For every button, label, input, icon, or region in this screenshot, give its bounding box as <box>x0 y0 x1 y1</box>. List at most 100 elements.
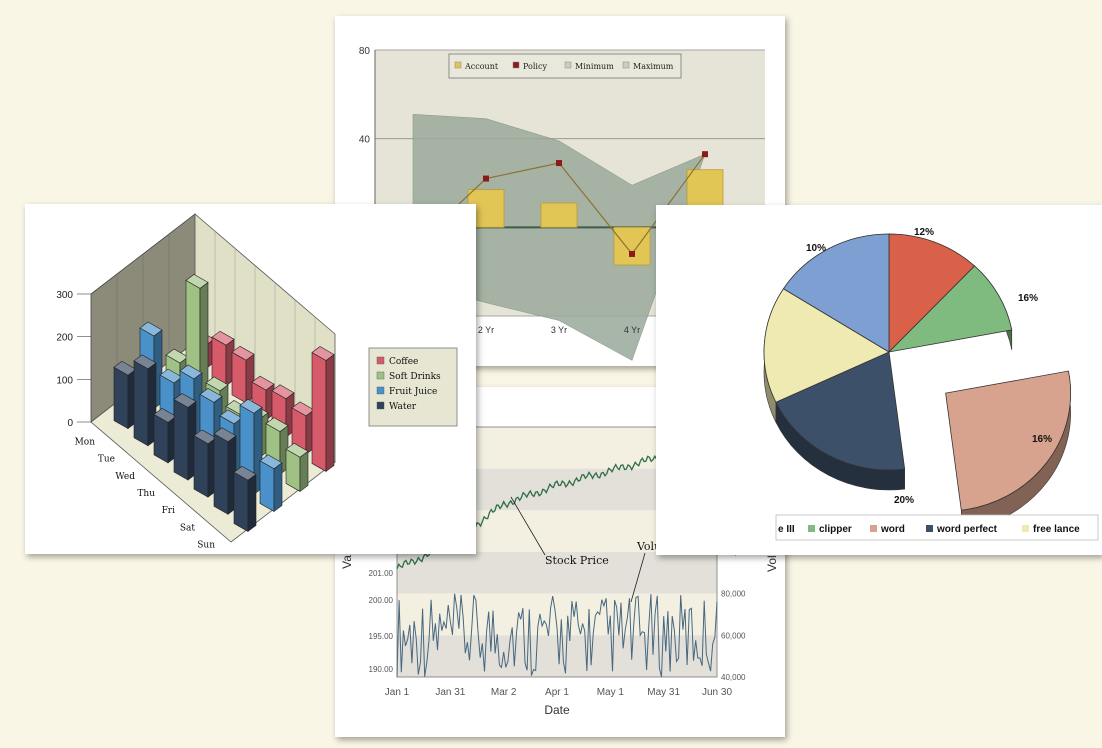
legend-label: Maximum <box>633 62 674 71</box>
x-tick-label: Jun 30 <box>702 687 732 698</box>
plot-band <box>397 635 717 677</box>
column-top <box>271 384 295 400</box>
y-tick-label: 300 <box>56 290 73 301</box>
column-front <box>233 471 249 532</box>
pie-chart-panel: 10% 12% 16% 16% 20% e III clipper word word perf… <box>656 205 1102 555</box>
legend-label: e III <box>778 524 795 535</box>
column-top <box>231 345 255 361</box>
legend-swatch <box>926 525 933 532</box>
legend-label: Soft Drinks <box>389 372 441 382</box>
column-front <box>231 351 247 404</box>
x-tick-label: Mar 2 <box>491 687 517 698</box>
legend-swatch <box>622 61 630 69</box>
column-front <box>193 435 209 498</box>
y-tick-label: 190.00 <box>369 665 394 674</box>
legend-label: word <box>880 524 905 535</box>
column-top <box>233 465 257 481</box>
column-top <box>205 376 229 392</box>
column-front <box>153 413 169 464</box>
column-top <box>239 398 263 414</box>
column-front <box>259 460 275 512</box>
3d-column-chart-panel: 300 200 100 0 Mon Tue Wed Thu Fri Sat Sun Coffee Sof… <box>25 204 476 554</box>
annotation-pointer <box>630 552 646 603</box>
legend-label: Account <box>464 62 499 71</box>
pie-data-label: 20% <box>894 495 914 506</box>
x-tick-label: Jan 1 <box>385 687 410 698</box>
column-front <box>173 398 189 481</box>
column-top <box>211 330 235 346</box>
legend-swatch <box>808 525 815 532</box>
plot-band <box>397 552 717 594</box>
legend-swatch <box>376 401 385 410</box>
bar-account <box>540 202 578 228</box>
column-top <box>185 274 209 289</box>
policy-point <box>556 160 562 167</box>
x-tick-label: Thu <box>137 489 155 499</box>
legend-swatch <box>564 61 572 69</box>
x-tick-label: Tue <box>98 455 115 465</box>
legend-label: Minimum <box>575 62 614 71</box>
x-tick-label: Jan 31 <box>435 687 465 698</box>
column-top <box>285 442 309 458</box>
pie-chart: 10% 12% 16% 16% 20% e III clipper word word perf… <box>763 227 1099 541</box>
y-tick-label: 100 <box>56 375 73 386</box>
column-top <box>259 454 283 470</box>
x-tick-label: Sun <box>197 540 215 550</box>
x-tick-label: May 1 <box>597 687 625 698</box>
y-tick-label: 200 <box>56 333 73 344</box>
pie-data-label: 12% <box>914 227 934 238</box>
annotation-stock-price: Stock Price <box>545 554 609 567</box>
y2-tick-label: 60,000 <box>721 631 746 640</box>
y-tick-label: 0 <box>67 418 73 429</box>
column-top <box>139 321 163 337</box>
legend-swatch <box>454 61 462 69</box>
x-tick-label: 2 Yr <box>478 325 494 335</box>
y-tick-label: 195.00 <box>369 632 394 641</box>
policy-point <box>702 151 708 158</box>
legend-swatch <box>1022 525 1029 532</box>
legend-label: free lance <box>1033 524 1080 535</box>
legend-swatch <box>376 386 385 395</box>
annotation-pointer <box>510 496 546 556</box>
legend-swatch <box>376 356 385 365</box>
x-tick-label: Sat <box>180 523 196 533</box>
pie-slice <box>888 233 976 353</box>
column-top <box>173 393 197 408</box>
legend-label: clipper <box>819 524 852 535</box>
policy-point <box>629 250 635 257</box>
x-tick-label: Apr 1 <box>545 687 569 698</box>
legend-box <box>775 514 1099 541</box>
bar-account <box>613 226 651 266</box>
legend-label: Fruit Juice <box>389 387 437 397</box>
combo-chart-panel: 804002 Yr3 Yr4 YrAccountPolicyMinimumMax… <box>335 16 785 366</box>
column-side <box>299 450 309 493</box>
column-top <box>213 427 237 443</box>
x-tick-label: Fri <box>162 506 176 516</box>
volume-line <box>396 593 718 678</box>
column-top <box>265 417 289 432</box>
pie-data-label: 16% <box>1018 293 1038 304</box>
pie-data-label: 10% <box>806 243 826 254</box>
x-tick-label: Wed <box>115 472 135 482</box>
column-side <box>273 462 283 513</box>
legend-label: Policy <box>523 62 547 71</box>
pie-slice <box>945 370 1071 511</box>
column-front <box>113 366 129 430</box>
column-top <box>179 364 203 380</box>
column-top <box>199 388 223 403</box>
legend-label: Coffee <box>389 357 418 367</box>
x-tick-label: 4 Yr <box>624 325 640 335</box>
column-top <box>311 346 335 361</box>
y-tick-label: 200.00 <box>369 596 394 605</box>
legend-swatch <box>870 525 877 532</box>
legend-swatch <box>512 61 520 69</box>
y-tick-label: 80 <box>359 46 371 57</box>
y2-tick-label: 40,000 <box>721 673 746 682</box>
legend-label: word perfect <box>936 524 998 535</box>
legend-label: Water <box>389 402 417 412</box>
pie-slice <box>763 288 890 403</box>
column-side <box>247 473 257 533</box>
pie-data-label: 16% <box>1032 434 1052 445</box>
x-axis-title: Date <box>544 703 570 717</box>
